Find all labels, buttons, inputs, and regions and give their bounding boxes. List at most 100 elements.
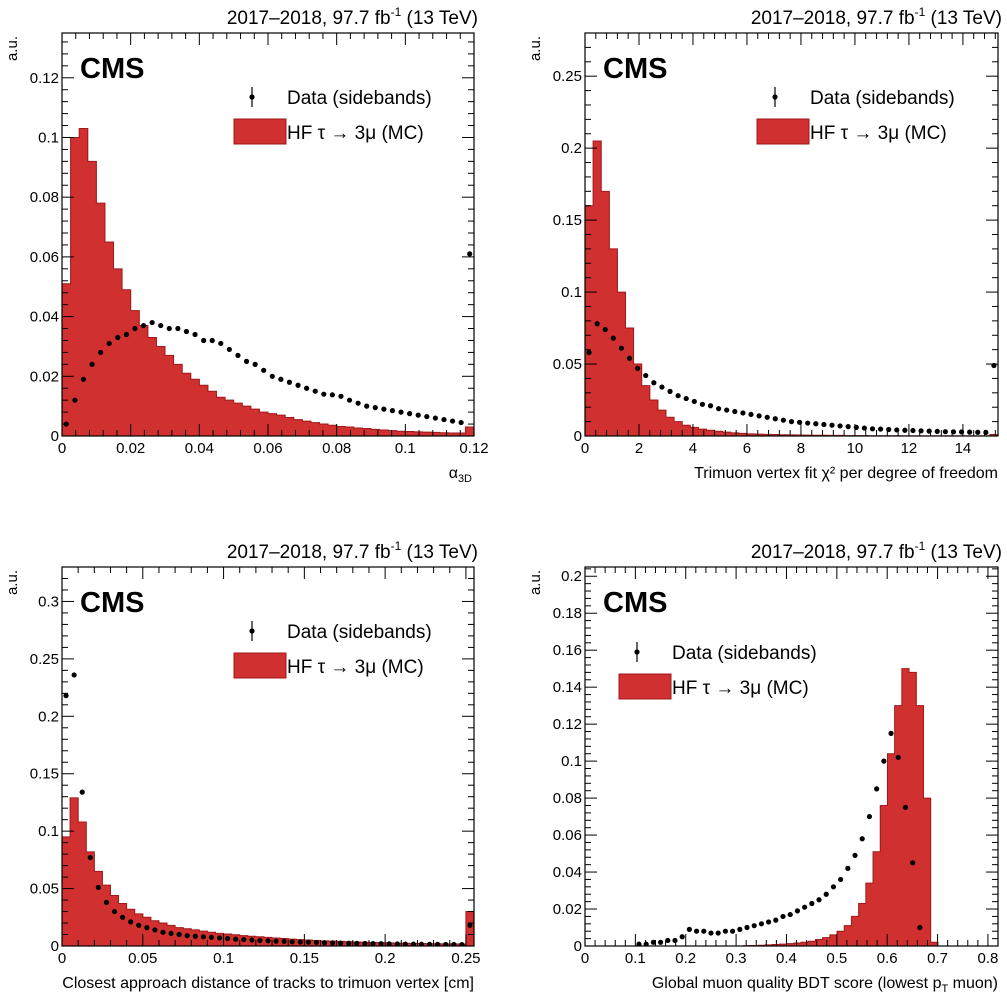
mc-bar xyxy=(923,798,932,946)
data-point xyxy=(787,911,793,918)
legend: Data (sidebands) HF τ → 3μ (MC) xyxy=(233,621,432,679)
data-point xyxy=(699,401,706,407)
legend-mc-swatch xyxy=(233,652,287,679)
data-point xyxy=(176,931,182,938)
x-axis-label-main: Global muon quality BDT score (lowest p xyxy=(652,975,942,992)
mc-bar xyxy=(345,427,355,436)
mc-bar xyxy=(139,325,149,436)
x-tick-label: 0.12 xyxy=(459,440,488,457)
mc-bar xyxy=(285,417,295,436)
data-point xyxy=(830,884,837,890)
data-point xyxy=(451,941,457,946)
data-point xyxy=(338,393,344,399)
mc-bar xyxy=(641,385,651,436)
x-tick-label: 0.1 xyxy=(395,440,416,457)
y-axis-label: a.u. xyxy=(527,570,544,595)
data-point xyxy=(869,426,876,432)
x-tick-label: 6 xyxy=(743,440,751,457)
mc-bar xyxy=(96,203,106,436)
mc-bar xyxy=(216,397,226,436)
x-tick-label: 12 xyxy=(901,440,918,457)
y-tick-label: 0.12 xyxy=(30,70,59,87)
data-point xyxy=(821,421,827,428)
data-point xyxy=(773,917,779,923)
mc-bar xyxy=(609,248,618,436)
x-tick-label: 0.04 xyxy=(185,440,214,457)
data-point xyxy=(410,941,417,946)
y-tick-label: 0.1 xyxy=(561,753,582,770)
y-axis-label: a.u. xyxy=(4,570,21,595)
mc-bar xyxy=(94,871,103,946)
data-point xyxy=(838,876,844,883)
data-point xyxy=(286,379,293,385)
data-point xyxy=(737,926,743,932)
data-point xyxy=(967,429,973,435)
mc-bar xyxy=(173,364,183,436)
data-point xyxy=(381,406,387,412)
y-tick-label: 0 xyxy=(51,938,59,955)
data-point xyxy=(321,391,327,397)
x-tick-label: 0.05 xyxy=(128,950,157,967)
data-point xyxy=(636,941,642,946)
legend-data-label: Data (sidebands) xyxy=(810,88,955,109)
mc-histogram xyxy=(635,668,939,946)
x-axis-label-tail: muon) xyxy=(948,975,998,992)
mc-bar xyxy=(79,128,89,436)
mc-bar xyxy=(738,433,748,436)
mc-bar xyxy=(190,379,200,436)
mc-bar xyxy=(362,428,372,436)
mc-bar xyxy=(793,943,802,946)
legend-data-marker xyxy=(634,649,640,655)
data-point xyxy=(693,928,700,934)
mc-bar xyxy=(625,328,634,436)
data-point xyxy=(183,328,190,335)
y-tick-label: 0.2 xyxy=(561,568,582,585)
data-point xyxy=(95,884,101,891)
data-point xyxy=(874,786,880,792)
data-point xyxy=(201,337,207,344)
y-tick-label: 0.1 xyxy=(561,284,582,301)
mc-bar xyxy=(182,373,192,436)
x-tick-label: 10 xyxy=(847,440,864,457)
mc-bar xyxy=(873,851,881,946)
legend-mc-label: HF τ → 3μ (MC) xyxy=(287,657,424,678)
data-point xyxy=(902,804,909,810)
y-axis-label: a.u. xyxy=(4,36,21,61)
data-point xyxy=(225,935,231,942)
data-point xyxy=(261,367,267,373)
data-point xyxy=(910,427,916,434)
mc-bar xyxy=(763,434,772,436)
data-point xyxy=(626,355,633,361)
y-tick-label: 0.14 xyxy=(553,679,582,696)
data-point xyxy=(330,940,336,946)
data-point xyxy=(866,813,873,820)
mc-bar xyxy=(405,431,415,436)
x-tick-label: 0.3 xyxy=(726,950,747,967)
mc-bar xyxy=(448,433,458,436)
lumi-header: 2017–2018, 97.7 fb-1 (13 TeV) xyxy=(227,5,478,29)
data-point xyxy=(372,405,378,411)
mc-bar xyxy=(86,851,95,946)
mc-histogram xyxy=(62,128,474,436)
energy-label: (13 TeV) xyxy=(401,542,478,563)
data-point xyxy=(816,897,822,903)
mc-bar xyxy=(150,920,160,946)
data-point xyxy=(89,361,95,367)
mc-bar xyxy=(87,161,97,436)
data-point xyxy=(748,411,754,418)
mc-bar xyxy=(134,913,144,946)
data-point xyxy=(273,938,279,944)
data-point xyxy=(675,393,681,399)
data-point xyxy=(175,325,181,332)
mc-bar xyxy=(465,427,474,436)
data-point xyxy=(394,941,400,946)
mc-bar xyxy=(887,753,896,946)
lumi-label: 2017–2018, 97.7 fb xyxy=(227,8,391,29)
x-tick-label: 0.25 xyxy=(451,950,480,967)
mc-bar xyxy=(779,434,788,436)
data-point xyxy=(389,408,396,414)
data-point xyxy=(79,789,85,795)
mc-bar xyxy=(396,431,406,436)
mc-bar xyxy=(698,429,707,436)
lumi-label: 2017–2018, 97.7 fb xyxy=(751,542,915,563)
